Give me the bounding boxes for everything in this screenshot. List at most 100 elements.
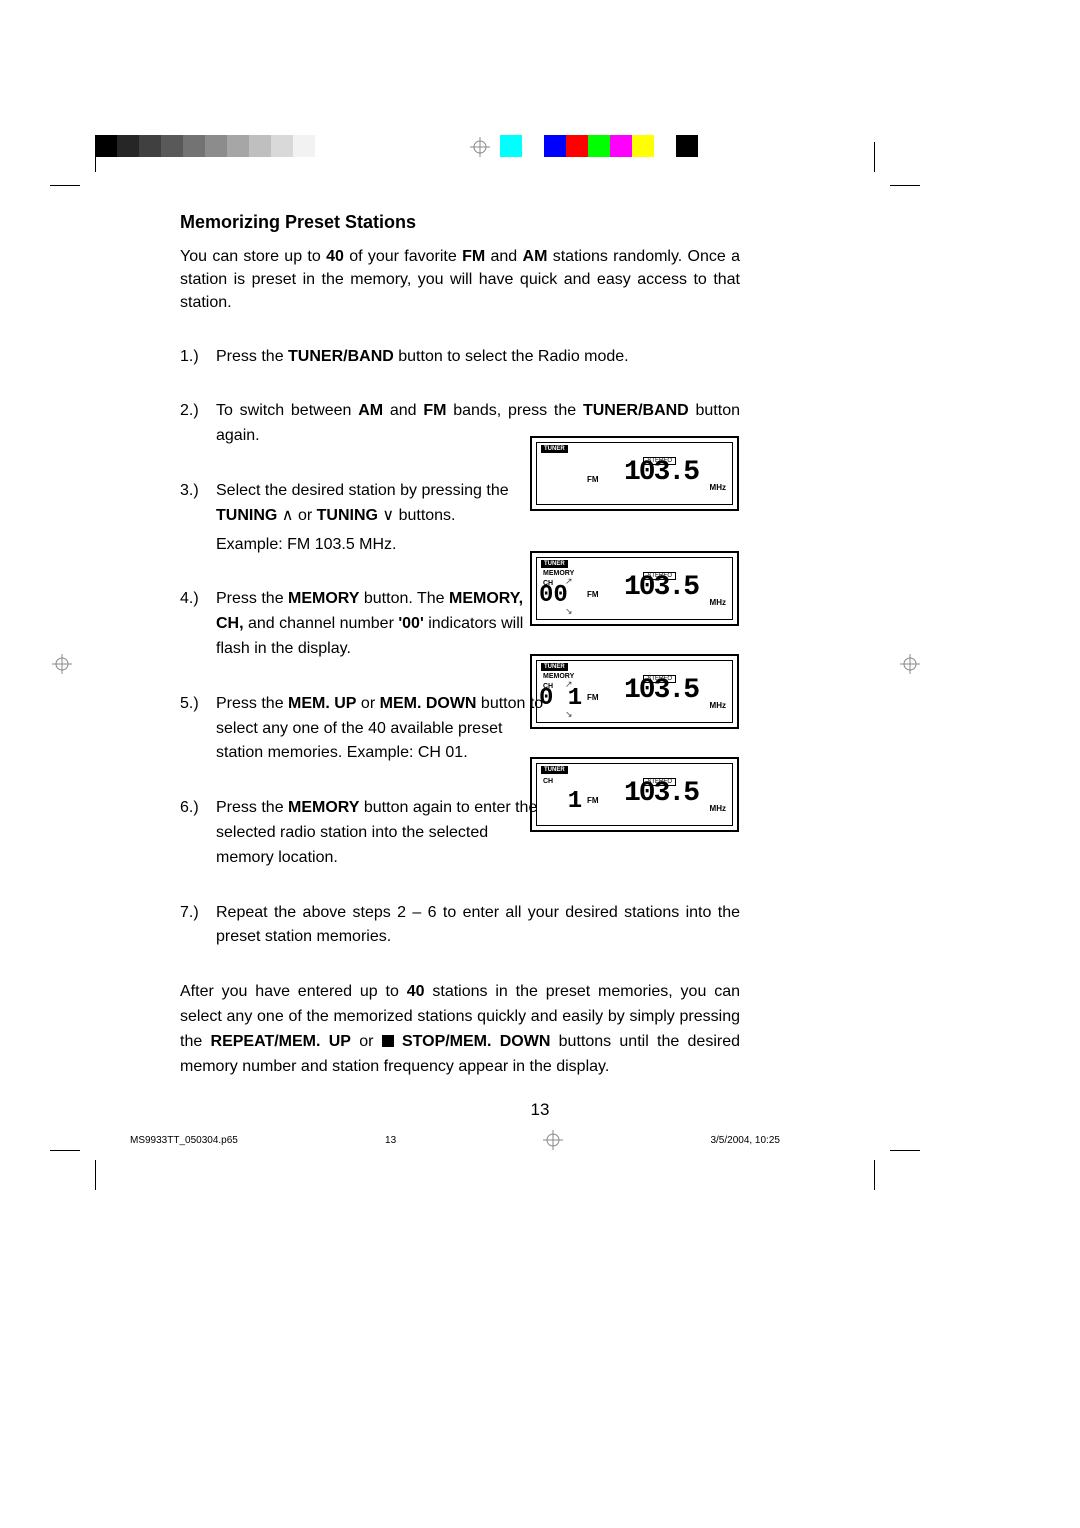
swatch: [610, 135, 632, 157]
frequency-readout: 103.5: [624, 675, 698, 706]
swatch: [522, 135, 544, 157]
text: Press the: [216, 348, 288, 365]
swatch: [139, 135, 161, 157]
text-bold: REPEAT/MEM. UP: [211, 1033, 351, 1050]
swatch: [698, 135, 720, 157]
text: and: [485, 248, 522, 265]
text: Press the: [216, 695, 288, 712]
channel-number: 00: [539, 582, 568, 609]
swatch: [588, 135, 610, 157]
step-body: Repeat the above steps 2 – 6 to enter al…: [216, 901, 740, 951]
text: or: [294, 507, 317, 524]
crop-mark: [50, 1150, 80, 1151]
text-bold: TUNING: [216, 507, 282, 524]
tuner-badge: TUNER: [541, 445, 568, 453]
step-body: Press the MEM. UP or MEM. DOWN button to…: [216, 692, 546, 766]
tuner-badge: TUNER: [541, 560, 568, 568]
swatch: [293, 135, 315, 157]
footer: MS9933TT_050304.p65 13 3/5/2004, 10:25: [130, 1130, 780, 1150]
step-number: 7.): [180, 901, 216, 951]
text: button to select the Radio mode.: [394, 348, 629, 365]
text-bold: '00': [398, 615, 423, 632]
swatch: [676, 135, 698, 157]
swatch: [117, 135, 139, 157]
fm-label: FM: [587, 693, 599, 702]
step-number: 3.): [180, 479, 216, 557]
swatch: [95, 135, 117, 157]
grayscale-bar: [95, 135, 315, 157]
frequency-readout: 103.5: [624, 778, 698, 809]
text-bold: 40: [326, 248, 344, 265]
step-body: Press the MEMORY button again to enter t…: [216, 796, 546, 870]
fm-label: FM: [587, 590, 599, 599]
tuner-badge: TUNER: [541, 766, 568, 774]
text: You can store up to: [180, 248, 326, 265]
step-number: 1.): [180, 345, 216, 370]
color-bar: [500, 135, 720, 157]
text-bold: AM: [523, 248, 548, 265]
intro-paragraph: You can store up to 40 of your favorite …: [180, 245, 740, 315]
crop-mark: [890, 185, 920, 186]
lcd-display-step3: TUNER FM STEREO 103.5 MHz: [530, 436, 739, 511]
text: bands, press the: [446, 402, 583, 419]
text-bold: MEMORY: [288, 799, 359, 816]
text: and channel number: [244, 615, 399, 632]
frequency-readout: 103.5: [624, 572, 698, 603]
text: of your favorite: [344, 248, 462, 265]
example-text: Example: FM 103.5 MHz.: [216, 533, 546, 558]
fm-label: FM: [587, 475, 599, 484]
swatch: [205, 135, 227, 157]
crop-mark: [874, 142, 875, 172]
channel-number: 0 1: [539, 685, 582, 712]
frequency-readout: 103.5: [624, 457, 698, 488]
crop-mark: [874, 1160, 875, 1190]
page-number: 13: [0, 1100, 1080, 1120]
text-bold: TUNER/BAND: [288, 348, 394, 365]
down-icon: ∨: [382, 507, 394, 524]
registration-mark-icon: [52, 654, 72, 674]
manual-page: Memorizing Preset Stations You can store…: [0, 0, 1080, 1528]
crop-mark: [95, 1160, 96, 1190]
text-bold: FM: [462, 248, 485, 265]
swatch: [544, 135, 566, 157]
text-bold: MEMORY: [288, 590, 359, 607]
step-number: 4.): [180, 587, 216, 661]
section-heading: Memorizing Preset Stations: [180, 212, 740, 233]
tuner-badge: TUNER: [541, 663, 568, 671]
text: Select the desired station by pressing t…: [216, 482, 509, 499]
step-7: 7.) Repeat the above steps 2 – 6 to ente…: [180, 901, 740, 951]
unit-label: MHz: [710, 483, 726, 492]
channel-number: 1: [539, 788, 582, 815]
swatch: [500, 135, 522, 157]
footer-date: 3/5/2004, 10:25: [710, 1135, 780, 1146]
swatch: [632, 135, 654, 157]
swatch: [654, 135, 676, 157]
text: or: [356, 695, 379, 712]
up-icon: ∧: [282, 507, 294, 524]
swatch: [161, 135, 183, 157]
text-bold: 40: [407, 983, 425, 1000]
lcd-display-step6: TUNER CH 1 FM STEREO 103.5 MHz: [530, 757, 739, 832]
unit-label: MHz: [710, 804, 726, 813]
footer-page: 13: [385, 1135, 396, 1146]
lcd-display-step5: TUNER MEMORY CH ↗ ↘ 0 1 FM STEREO 103.5 …: [530, 654, 739, 729]
footer-filename: MS9933TT_050304.p65: [130, 1135, 238, 1146]
text: To switch between: [216, 402, 358, 419]
text: Press the: [216, 590, 288, 607]
text: buttons.: [394, 507, 455, 524]
text-bold: AM: [358, 402, 383, 419]
step-body: Press the MEMORY button. The MEMORY, CH,…: [216, 587, 546, 661]
step-body: Select the desired station by pressing t…: [216, 479, 546, 557]
stop-icon: [382, 1035, 394, 1047]
ch-label: CH: [543, 778, 553, 785]
text-bold: STOP/MEM. DOWN: [394, 1033, 551, 1050]
step-number: 5.): [180, 692, 216, 766]
text: or: [351, 1033, 382, 1050]
unit-label: MHz: [710, 701, 726, 710]
text: After you have entered up to: [180, 983, 407, 1000]
text-bold: TUNER/BAND: [583, 402, 689, 419]
crop-mark: [50, 185, 80, 186]
text-bold: TUNING: [317, 507, 383, 524]
registration-mark-icon: [470, 137, 490, 157]
text-bold: MEM. DOWN: [380, 695, 477, 712]
